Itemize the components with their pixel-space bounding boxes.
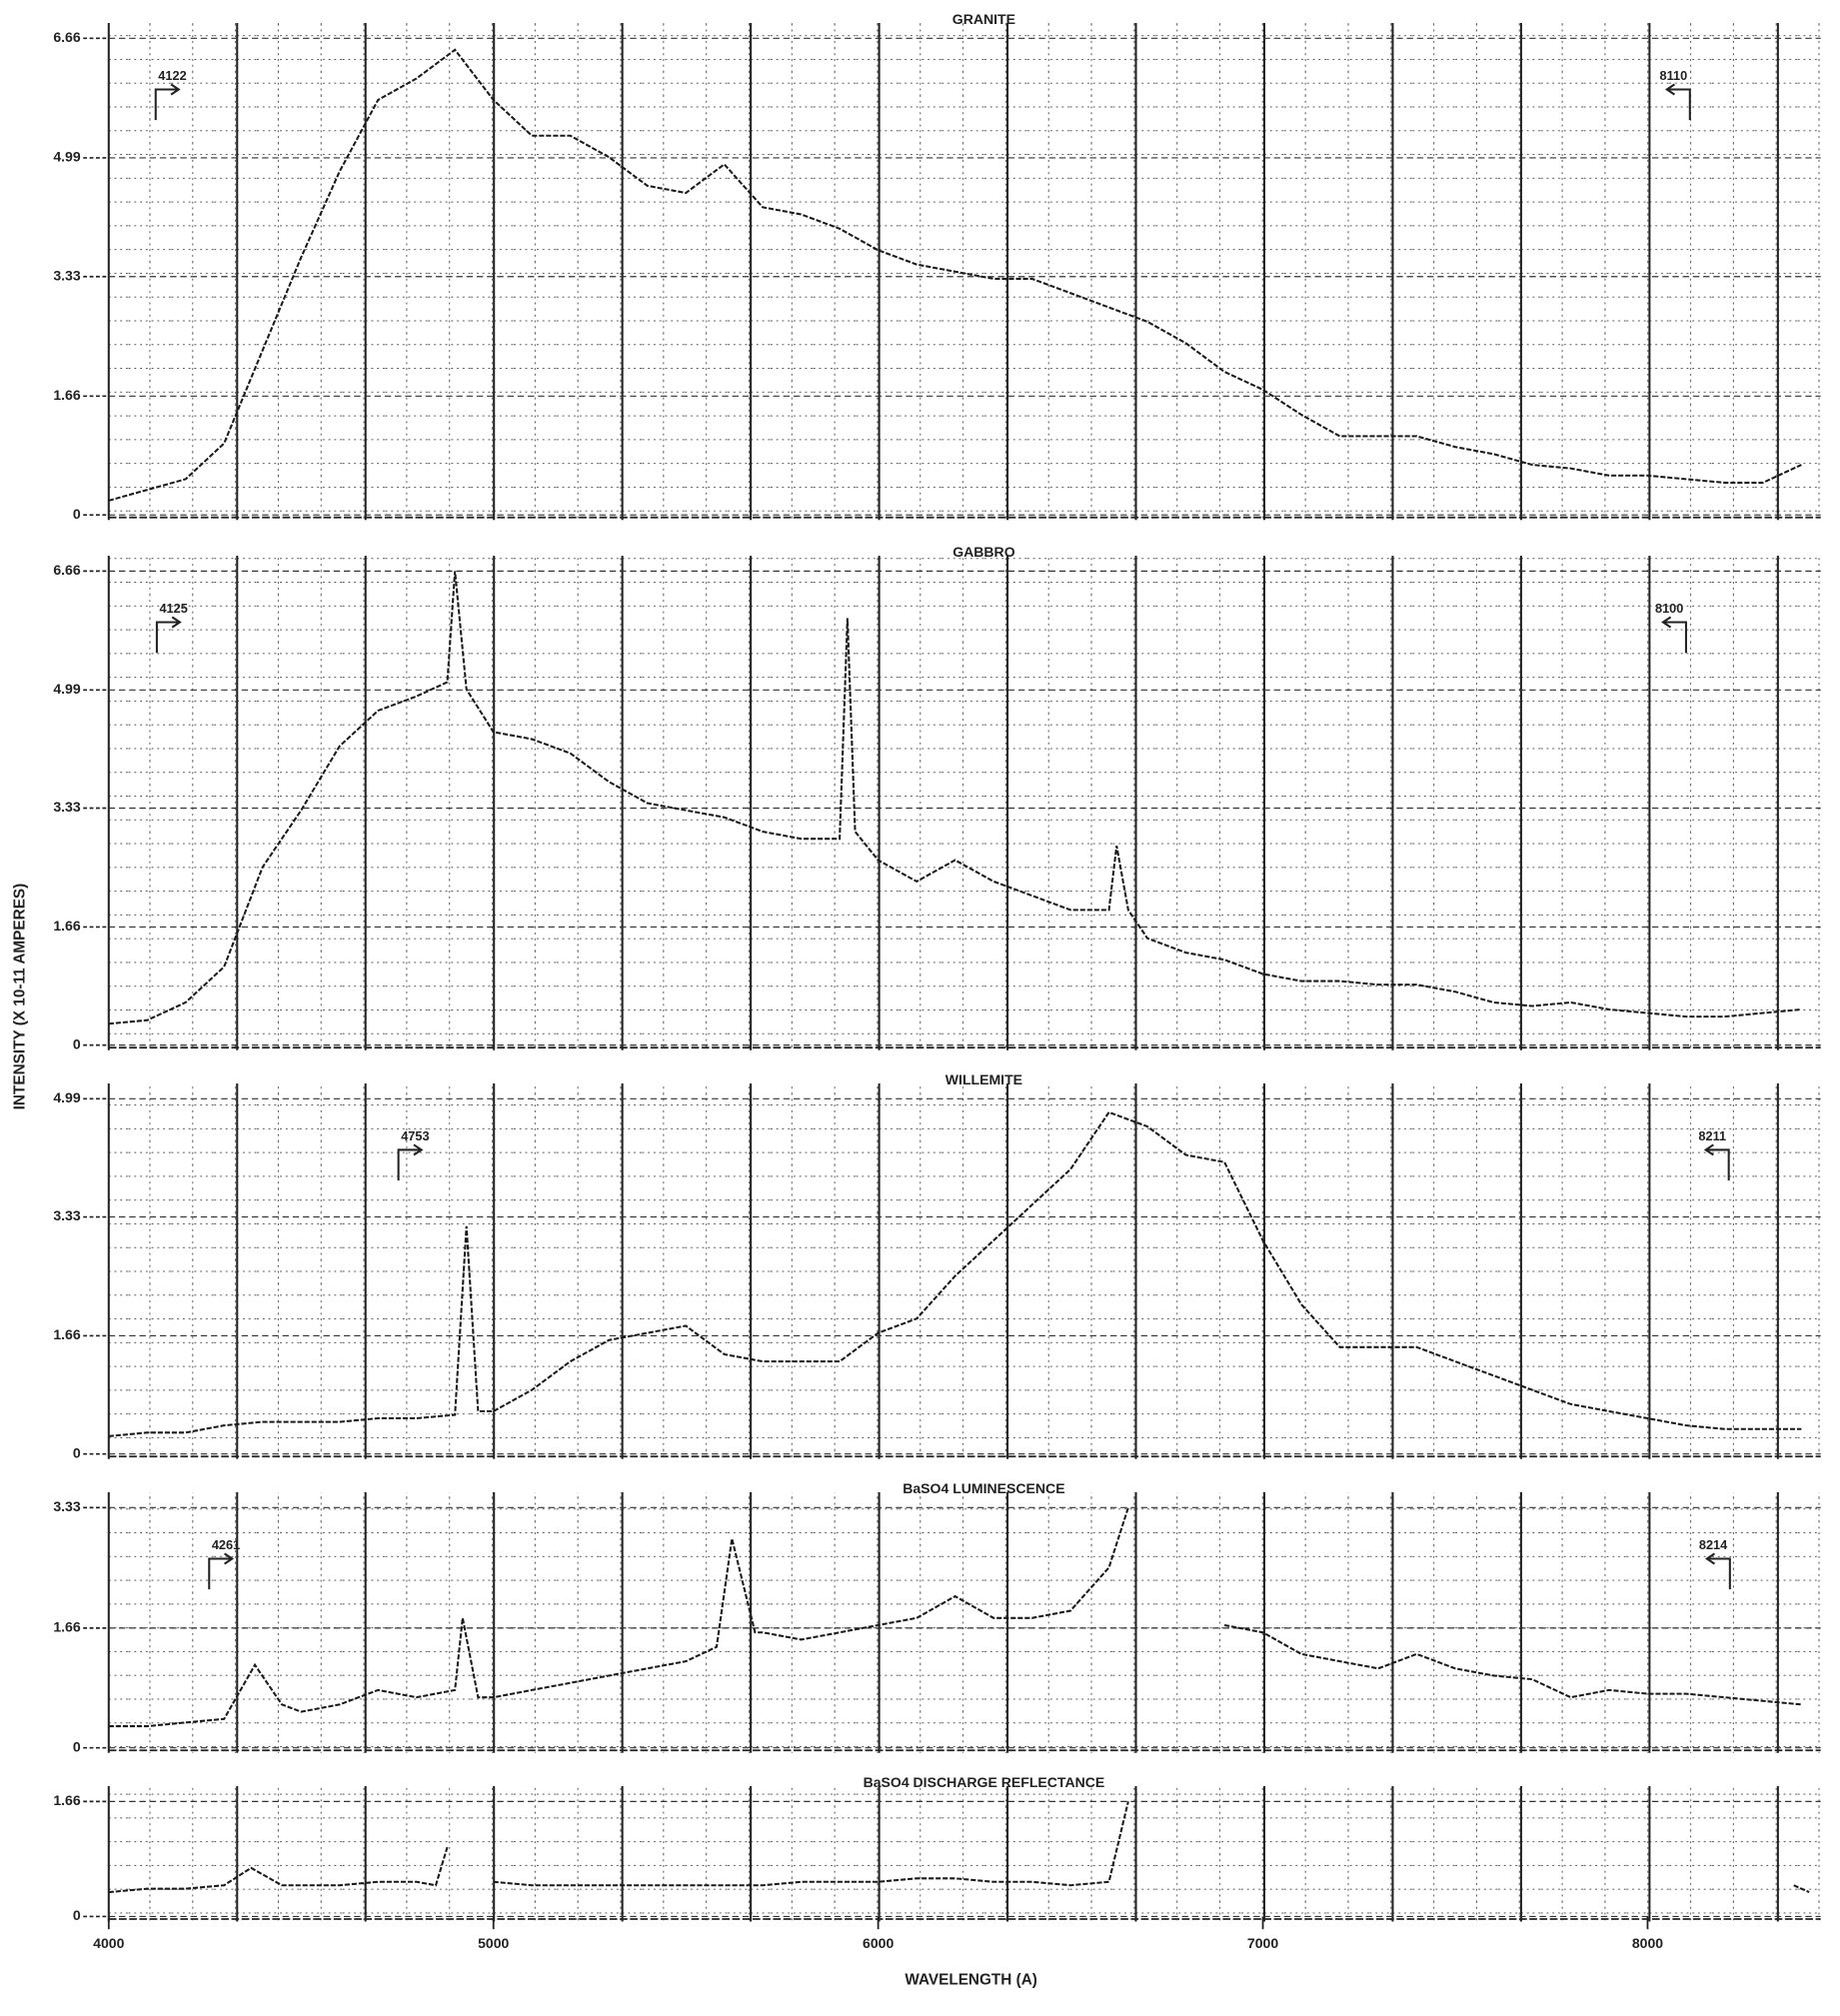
y-tick-label: 4.99: [53, 1089, 81, 1105]
spectrum-line: [108, 1801, 1810, 1894]
grid-paper: [108, 1492, 1821, 1753]
annotation-arrow: [1664, 83, 1691, 121]
grid-paper: [108, 1786, 1821, 1922]
x-tick-label: 8000: [1632, 1935, 1663, 1951]
annotation-label: 8211: [1698, 1128, 1726, 1143]
annotation-arrow: [155, 616, 182, 654]
y-tick-label: 4.99: [53, 149, 81, 165]
panel-title: GRANITE: [952, 11, 1015, 27]
y-tick-label: 0: [73, 506, 81, 522]
grid-paper: [108, 556, 1821, 1050]
annotation-label: 4753: [401, 1128, 429, 1143]
y-tick-label: 6.66: [53, 562, 81, 578]
y-tick-label: 1.66: [53, 387, 81, 403]
y-tick-label: 1.66: [53, 918, 81, 934]
annotation-arrow: [1704, 1552, 1731, 1590]
spectrum-line: [108, 571, 1802, 1025]
x-tick-label: 4000: [93, 1935, 124, 1951]
panel-title: GABBRO: [952, 544, 1015, 560]
y-tick-label: 0: [73, 1035, 81, 1051]
spectrum-line: [108, 48, 1802, 502]
y-tick-label: 4.99: [53, 681, 81, 697]
annotation-label: 4125: [159, 601, 187, 616]
panel-title: WILLEMITE: [945, 1071, 1022, 1087]
x-tick-label: 7000: [1247, 1935, 1278, 1951]
panel-title: BaSO4 LUMINESCENCE: [903, 1480, 1064, 1496]
y-tick-label: 1.66: [53, 1326, 81, 1342]
y-tick-label: 3.33: [53, 267, 81, 283]
annotation-label: 8214: [1699, 1537, 1728, 1552]
annotation-label: 4261: [212, 1537, 240, 1552]
grid-paper: [108, 23, 1821, 521]
y-tick-label: 6.66: [53, 29, 81, 45]
annotation-arrow: [154, 83, 181, 121]
spectrum-line: [108, 1110, 1802, 1437]
y-tick-label: 3.33: [53, 1207, 81, 1223]
x-axis-label: WAVELENGTH (A): [905, 1971, 1037, 1988]
annotation-arrow: [397, 1143, 424, 1181]
grid-paper: [108, 1082, 1821, 1459]
annotation-arrow: [1661, 616, 1687, 654]
y-tick-label: 1.66: [53, 1619, 81, 1635]
annotation-arrow: [208, 1552, 235, 1590]
y-axis-label: INTENSITY (X 10-11 AMPERES): [12, 884, 29, 1110]
x-tick-label: 6000: [863, 1935, 894, 1951]
x-tick-label: 5000: [478, 1935, 509, 1951]
panel-title: BaSO4 DISCHARGE REFLECTANCE: [864, 1774, 1105, 1790]
y-tick-label: 1.66: [53, 1792, 81, 1808]
y-tick-label: 0: [73, 1738, 81, 1754]
annotation-label: 8100: [1655, 601, 1683, 616]
y-tick-label: 0: [73, 1444, 81, 1460]
y-tick-label: 0: [73, 1907, 81, 1923]
y-tick-label: 3.33: [53, 799, 81, 815]
annotation-label: 4122: [158, 68, 186, 83]
annotation-arrow: [1703, 1143, 1730, 1181]
annotation-label: 8110: [1660, 68, 1688, 83]
y-tick-label: 3.33: [53, 1498, 81, 1514]
spectrum-line: [108, 1507, 1802, 1728]
